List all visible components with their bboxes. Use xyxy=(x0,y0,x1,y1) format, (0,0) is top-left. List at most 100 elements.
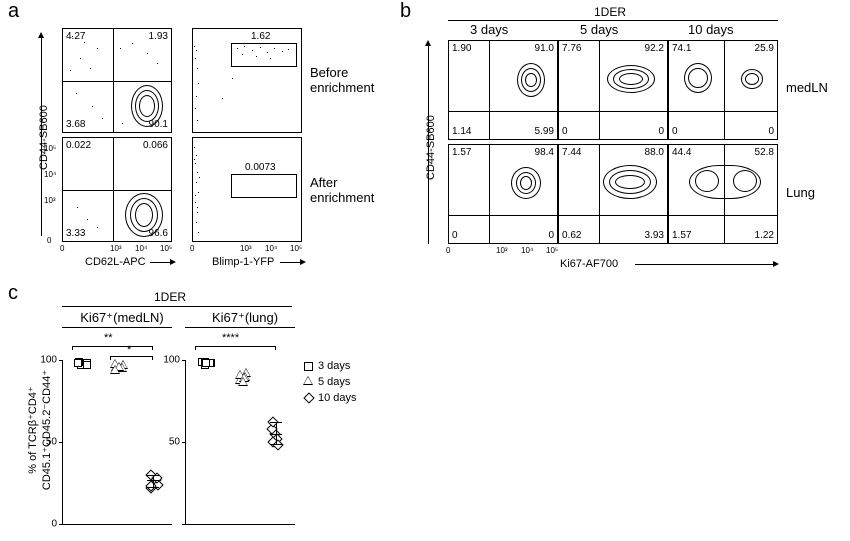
quad-pct: 4.27 xyxy=(66,31,85,42)
col-5days: 5 days xyxy=(580,22,618,37)
q: 0 xyxy=(548,230,554,241)
facs-plot-b-r1c2: 7.76 92.2 0 0 xyxy=(558,40,668,140)
sig-tick xyxy=(275,346,276,350)
ytick: 50 xyxy=(169,437,186,448)
q: 0 xyxy=(768,126,774,137)
sig-tick xyxy=(72,346,73,350)
panel-b-y-label: CD44-SB600 xyxy=(425,115,437,180)
ytick: 100 xyxy=(40,355,63,366)
tick: 10³ xyxy=(240,244,252,253)
col-3days: 3 days xyxy=(470,22,508,37)
arrow xyxy=(635,264,775,265)
sig-bar xyxy=(195,346,275,347)
tick: 10⁵ xyxy=(546,246,558,255)
q: 44.4 xyxy=(672,147,691,158)
panel-b-x-label: Ki67-AF700 xyxy=(560,258,618,270)
gate-pct: 1.62 xyxy=(251,31,270,42)
q: 0.62 xyxy=(562,230,581,241)
rule xyxy=(62,327,172,328)
quad-pct: 0.066 xyxy=(143,140,168,151)
sig-tick xyxy=(152,356,153,360)
facs-plot-a-br: 0.0073 xyxy=(192,137,302,242)
row-medln: medLN xyxy=(786,80,828,95)
tick: 0 xyxy=(47,236,51,245)
ytick: 50 xyxy=(46,437,63,448)
ytick: 100 xyxy=(163,355,186,366)
quad-pct: 1.93 xyxy=(149,31,168,42)
panel-a-y-label: CD44-SB600 xyxy=(38,105,50,170)
q: 7.44 xyxy=(562,147,581,158)
facs-plot-b-r2c3: 44.4 52.8 1.57 1.22 xyxy=(668,144,778,244)
sig-tick xyxy=(195,346,196,350)
quad-pct: 3.68 xyxy=(66,119,85,130)
panel-b-title: 1DER xyxy=(560,5,660,19)
facs-plot-b-r2c1: 1.57 98.4 0 0 xyxy=(448,144,558,244)
error-bar xyxy=(145,475,161,488)
q: 88.0 xyxy=(645,147,664,158)
quad-pct: 3.33 xyxy=(66,228,85,239)
col-10days: 10 days xyxy=(688,22,734,37)
sig-bar xyxy=(72,346,152,347)
q: 0 xyxy=(672,126,678,137)
panel-a-x1-label: CD62L-APC xyxy=(85,256,146,268)
tick: 10⁴ xyxy=(135,244,147,253)
tick: 10⁴ xyxy=(265,244,277,253)
legend-5days: 5 days xyxy=(318,376,350,388)
sig-bar xyxy=(110,356,152,357)
tick: 10⁵ xyxy=(160,244,172,253)
q: 25.9 xyxy=(755,43,774,54)
sub-lung: Ki67⁺(lung) xyxy=(195,310,295,326)
facs-plot-b-r2c2: 7.44 88.0 0.62 3.93 xyxy=(558,144,668,244)
q: 1.22 xyxy=(755,230,774,241)
title-rule xyxy=(448,20,778,21)
tick: 10³ xyxy=(496,246,508,255)
q: 7.76 xyxy=(562,43,581,54)
q: 0 xyxy=(658,126,664,137)
panel-c-y-label-1: % of TCRβ⁺CD4⁺ xyxy=(26,350,39,510)
scatter-axes-right: 100 50 xyxy=(185,360,295,525)
gate-pct: 0.0073 xyxy=(245,162,276,173)
sig-tick xyxy=(152,346,153,350)
error-bar xyxy=(268,422,284,445)
legend-diamond-icon xyxy=(303,392,314,403)
facs-plot-b-r1c3: 74.1 25.9 0 0 xyxy=(668,40,778,140)
tick: 10³ xyxy=(44,196,56,205)
facs-plot-a-bl: 0.022 0.066 3.33 96.6 xyxy=(62,137,172,242)
tick: 10⁵ xyxy=(44,144,56,153)
tick: 10⁴ xyxy=(44,170,56,179)
tick: 10⁵ xyxy=(290,244,302,253)
tick: 10³ xyxy=(110,244,122,253)
row-label-before: Beforeenrichment xyxy=(310,65,374,95)
panel-a-x2-label: Blimp-1-YFP xyxy=(212,256,274,268)
title-rule xyxy=(62,306,292,307)
q: 0 xyxy=(452,230,458,241)
data-point-triangle xyxy=(110,365,120,374)
q: 1.57 xyxy=(452,147,471,158)
q: 52.8 xyxy=(755,147,774,158)
panel-c-title: 1DER xyxy=(120,290,220,304)
arrow xyxy=(150,262,172,263)
data-point-square xyxy=(74,359,82,367)
panel-label-a: a xyxy=(8,0,19,23)
panel-label-c: c xyxy=(8,282,18,305)
sig-label: * xyxy=(127,344,131,356)
arrow xyxy=(280,262,302,263)
sig-label: ** xyxy=(104,332,113,344)
legend-3days: 3 days xyxy=(318,360,350,372)
q: 92.2 xyxy=(645,43,664,54)
sub-medln: Ki67⁺(medLN) xyxy=(72,310,172,326)
tick: 0 xyxy=(446,246,450,255)
q: 1.90 xyxy=(452,43,471,54)
rule xyxy=(185,327,295,328)
facs-plot-a-tr: 1.62 xyxy=(192,28,302,133)
row-lung: Lung xyxy=(786,185,815,200)
tick: 0 xyxy=(60,244,64,253)
facs-plot-b-r1c1: 1.90 91.0 1.14 5.99 xyxy=(448,40,558,140)
scatter-axes-left: 100 50 0 xyxy=(62,360,172,525)
q: 98.4 xyxy=(535,147,554,158)
data-point-triangle xyxy=(238,377,248,386)
q: 5.99 xyxy=(535,126,554,137)
tick: 0 xyxy=(190,244,194,253)
q: 0 xyxy=(562,126,568,137)
data-point-square xyxy=(83,361,91,369)
